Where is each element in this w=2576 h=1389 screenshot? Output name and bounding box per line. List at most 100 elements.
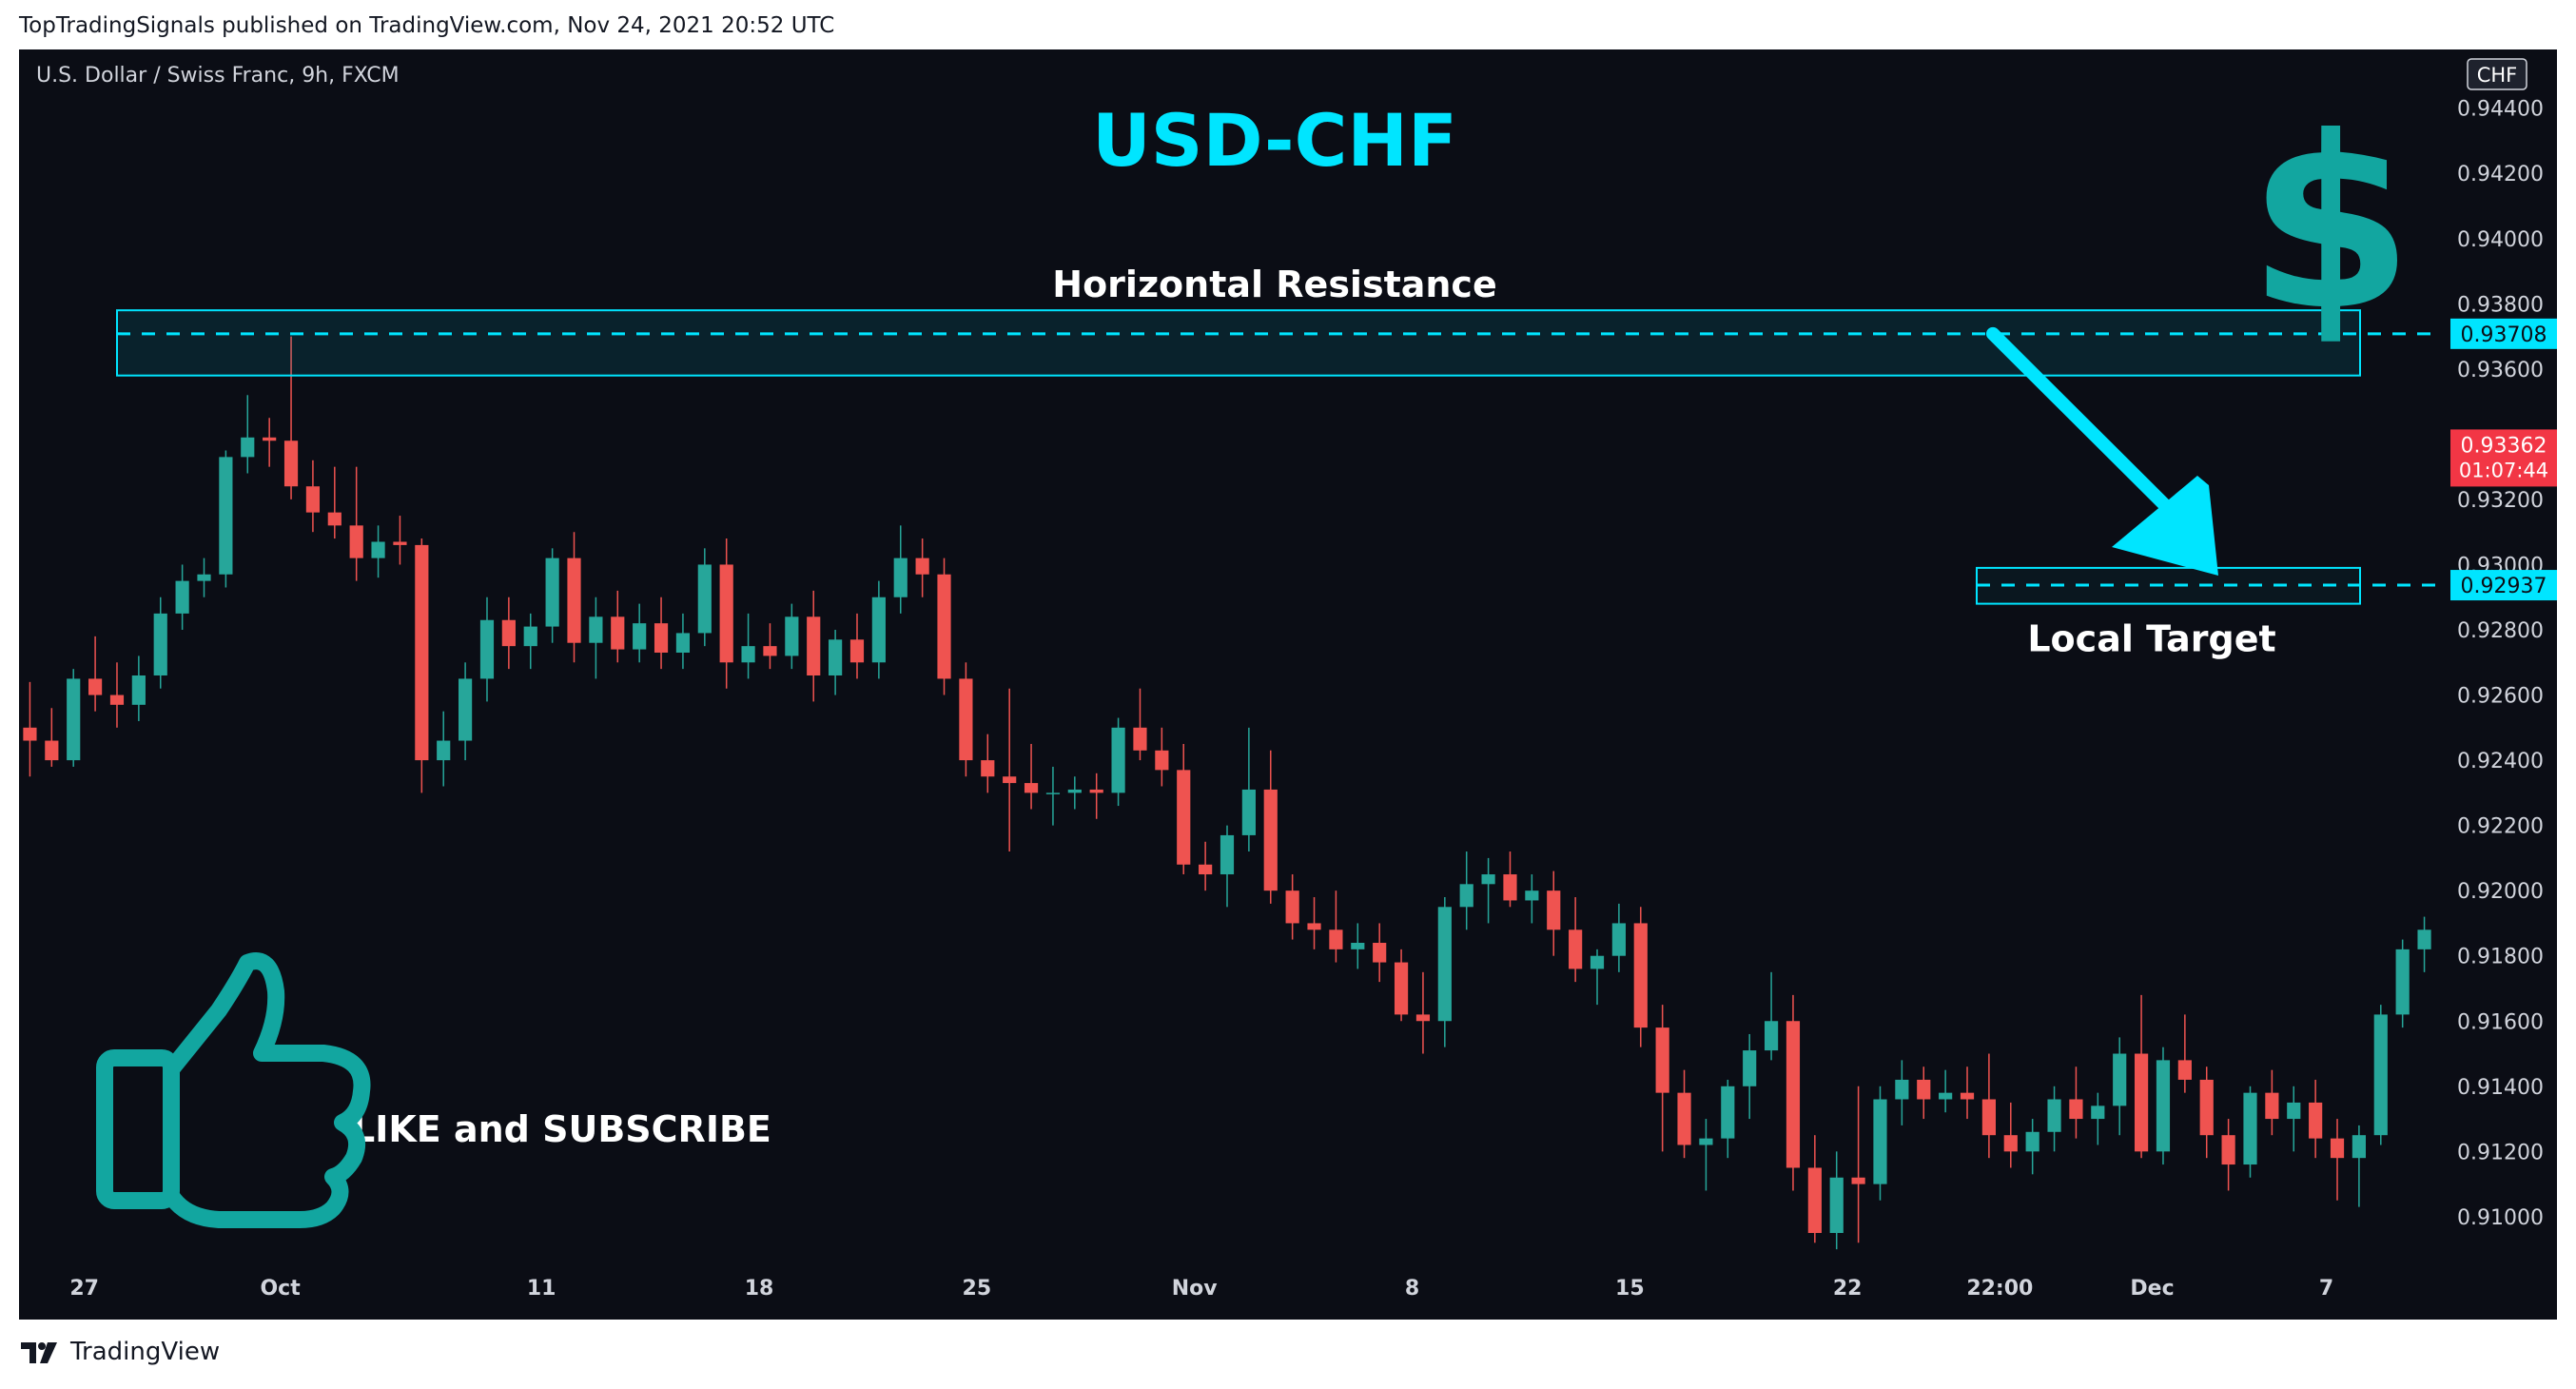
candle-body [1459, 884, 1473, 908]
candle [719, 538, 733, 689]
candle [1003, 688, 1017, 852]
candle [2156, 1047, 2171, 1165]
price-tick-label: 0.92400 [2457, 750, 2544, 773]
candle-body [88, 678, 103, 695]
candle [305, 460, 321, 533]
candle-body [719, 564, 733, 663]
candle-body [1590, 955, 1605, 969]
candle [2134, 994, 2149, 1159]
candle-body [654, 623, 669, 653]
candle-body [2199, 1079, 2214, 1136]
candle-body [1133, 727, 1147, 751]
candle-body [459, 678, 473, 741]
candle [1677, 1069, 1691, 1159]
candle-body [741, 646, 755, 663]
candle-body [697, 564, 712, 634]
like-subscribe-text: LIKE and SUBSCRIBE [352, 1108, 771, 1150]
candle [1981, 1053, 1996, 1159]
candle-body [1067, 789, 1082, 793]
chart-panel[interactable]: U.S. Dollar / Swiss Franc, 9h, FXCM USD-… [19, 49, 2557, 1320]
candle-body [959, 678, 973, 761]
candle [1503, 851, 1517, 908]
candle [263, 418, 277, 467]
candle-body [915, 558, 929, 575]
candle [2221, 1119, 2235, 1191]
candle [2265, 1069, 2279, 1136]
candle-body [1263, 789, 1278, 891]
candle-body [1677, 1092, 1691, 1145]
candle [88, 636, 103, 712]
candle [654, 597, 669, 670]
candle [109, 662, 125, 728]
candle [741, 613, 755, 679]
currency-badge[interactable]: CHF [2467, 58, 2527, 90]
candle-body [829, 639, 843, 675]
candle-body [1721, 1086, 1735, 1139]
price-axis[interactable]: 0.94400 0.94200 0.94000 0.93800 0.93600 0.932… [2435, 49, 2557, 1320]
candle-body [2091, 1105, 2105, 1120]
price-tick-label: 0.93600 [2457, 359, 2544, 382]
candle [1045, 766, 1061, 826]
candle [1611, 903, 1626, 972]
candle [915, 538, 929, 597]
candle [1895, 1060, 1909, 1125]
candle [1873, 1086, 1887, 1201]
forecast-arrow-head [2112, 476, 2218, 577]
candle [1133, 688, 1147, 761]
candle-body [633, 623, 647, 650]
candle-body [479, 619, 495, 679]
candle [785, 603, 799, 670]
candle [45, 708, 59, 767]
candle [589, 597, 603, 679]
candle-body [611, 616, 625, 650]
candle-body [415, 544, 429, 761]
candle-body [1437, 907, 1452, 1022]
candle [1024, 743, 1039, 810]
candle [807, 590, 821, 702]
candle [2243, 1086, 2257, 1178]
candle [893, 525, 907, 614]
overlays-layer [116, 309, 2435, 605]
candle [1394, 949, 1409, 1022]
target-price-badge: 0.92937 [2450, 570, 2557, 601]
current-price: 0.93362 [2461, 434, 2547, 458]
candle [871, 580, 886, 679]
candle-body [23, 727, 37, 741]
price-tick-label: 0.94400 [2457, 98, 2544, 122]
candle-body [241, 437, 255, 458]
forecast-arrow [1986, 326, 2185, 526]
candle [1699, 1119, 1713, 1191]
candle [1111, 717, 1125, 807]
footer-brand[interactable]: TradingView [19, 1338, 220, 1366]
candle-body [1307, 923, 1321, 930]
candle-body [1003, 776, 1017, 784]
candle-body [545, 558, 559, 627]
candle [1481, 857, 1495, 924]
candle [2177, 1014, 2192, 1093]
candle-body [371, 541, 385, 558]
candle-body [1917, 1079, 1931, 1100]
candle-body [1960, 1092, 1975, 1100]
candle [981, 734, 995, 793]
candle [1633, 907, 1648, 1047]
time-tick-label: 8 [1405, 1277, 1419, 1301]
candle-body [109, 694, 125, 705]
candlestick-chart[interactable]: U.S. Dollar / Swiss Franc, 9h, FXCM USD-… [19, 49, 2557, 1320]
tradingview-logo-icon [21, 1342, 57, 1363]
candle [1263, 750, 1278, 904]
candle-body [1024, 783, 1039, 793]
candle-body [1895, 1079, 1909, 1100]
candle [567, 532, 581, 663]
candle-body [1241, 789, 1256, 835]
candle-body [1481, 874, 1495, 885]
candle [1241, 727, 1256, 852]
candle [2069, 1066, 2083, 1139]
candle-body [1415, 1014, 1431, 1022]
time-axis[interactable]: 27 Oct 11 18 25 Nov 8 15 22 22:00 Dec 7 [69, 1277, 2333, 1301]
candle-body [1633, 923, 1648, 1028]
price-tick-label: 0.91600 [2457, 1010, 2544, 1034]
candle-body [2243, 1092, 2257, 1165]
candle-body [1351, 943, 1365, 949]
price-tick-label: 0.91200 [2457, 1141, 2544, 1164]
candle-body [219, 457, 233, 575]
